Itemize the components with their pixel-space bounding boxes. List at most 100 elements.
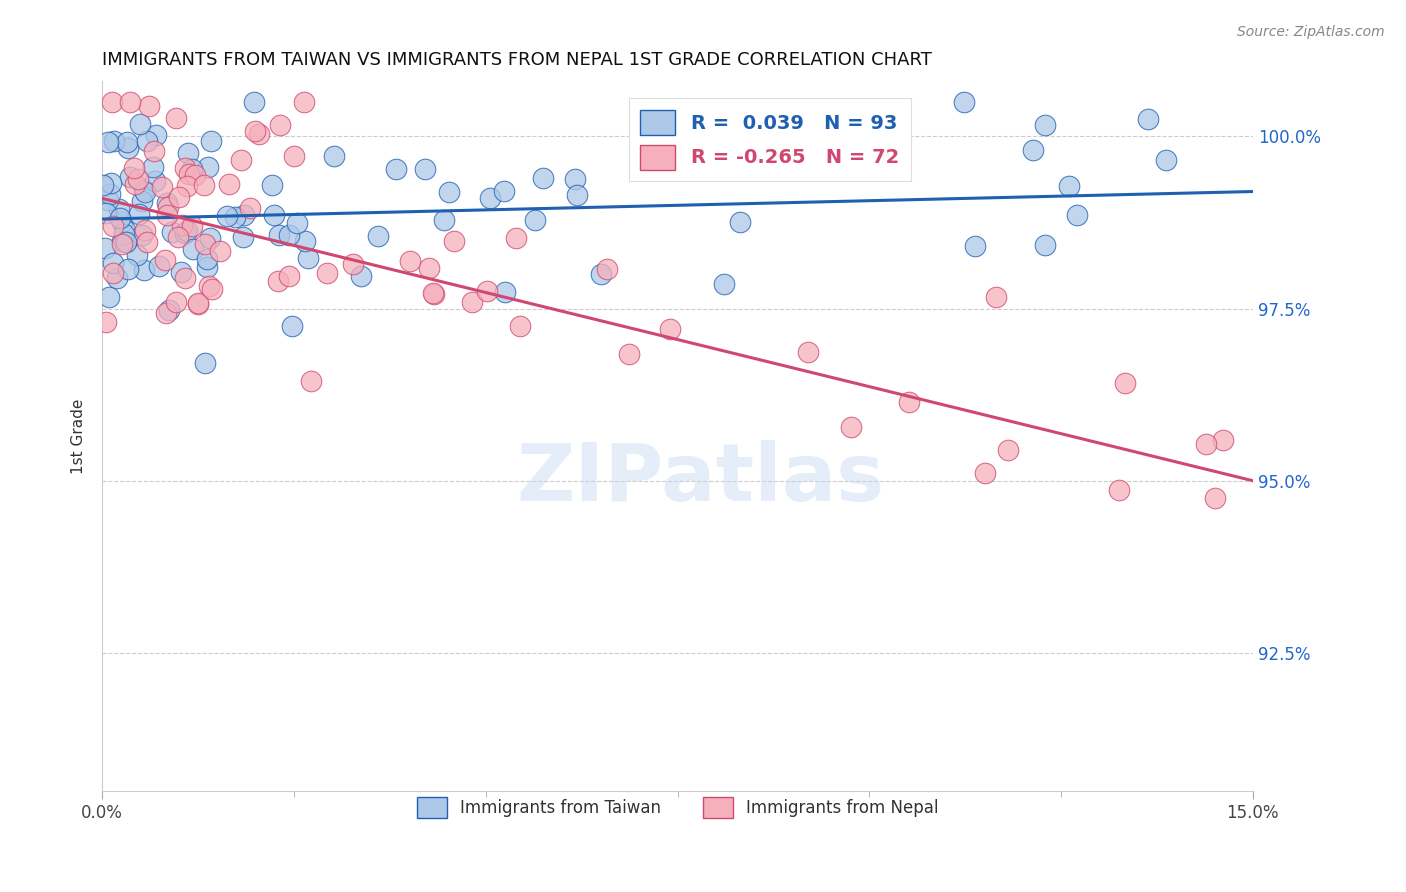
Point — [176, 178, 198, 193]
Point — [118, 95, 141, 109]
Point — [198, 231, 221, 245]
Point — [224, 210, 246, 224]
Point — [589, 268, 612, 282]
Point — [796, 345, 818, 359]
Point — [181, 242, 204, 256]
Point — [1022, 143, 1045, 157]
Point — [749, 138, 772, 153]
Point — [127, 171, 149, 186]
Point — [1066, 208, 1088, 222]
Point — [167, 189, 190, 203]
Legend: Immigrants from Taiwan, Immigrants from Nepal: Immigrants from Taiwan, Immigrants from … — [411, 790, 945, 825]
Point — [322, 149, 344, 163]
Point — [117, 135, 139, 149]
Point — [129, 117, 152, 131]
Point — [505, 231, 527, 245]
Point — [277, 227, 299, 242]
Point — [494, 184, 516, 198]
Point — [162, 225, 184, 239]
Point — [194, 356, 217, 370]
Point — [122, 161, 145, 176]
Point — [179, 167, 201, 181]
Point — [531, 170, 554, 185]
Point — [564, 171, 586, 186]
Point — [299, 374, 322, 388]
Point — [114, 235, 136, 249]
Point — [963, 239, 986, 253]
Point — [187, 296, 209, 310]
Point — [132, 263, 155, 277]
Point — [94, 315, 117, 329]
Point — [208, 244, 231, 258]
Point — [898, 394, 921, 409]
Point — [997, 443, 1019, 458]
Point — [1212, 433, 1234, 447]
Point — [1059, 179, 1081, 194]
Point — [117, 261, 139, 276]
Point — [165, 112, 187, 126]
Point — [263, 208, 285, 222]
Point — [96, 135, 118, 149]
Point — [111, 234, 134, 248]
Text: Source: ZipAtlas.com: Source: ZipAtlas.com — [1237, 25, 1385, 39]
Point — [384, 162, 406, 177]
Point — [217, 209, 239, 223]
Point — [269, 118, 291, 132]
Text: IMMIGRANTS FROM TAIWAN VS IMMIGRANTS FROM NEPAL 1ST GRADE CORRELATION CHART: IMMIGRANTS FROM TAIWAN VS IMMIGRANTS FRO… — [103, 51, 932, 69]
Point — [157, 200, 180, 214]
Point — [509, 318, 531, 333]
Point — [138, 99, 160, 113]
Point — [232, 208, 254, 222]
Point — [145, 128, 167, 143]
Point — [596, 261, 619, 276]
Point — [114, 235, 136, 249]
Point — [101, 256, 124, 270]
Point — [98, 186, 121, 201]
Point — [134, 185, 156, 199]
Point — [100, 95, 122, 109]
Point — [170, 265, 193, 279]
Point — [1035, 118, 1057, 132]
Point — [617, 347, 640, 361]
Point — [174, 226, 197, 240]
Point — [247, 127, 270, 141]
Point — [193, 237, 215, 252]
Point — [433, 213, 456, 227]
Point — [1136, 112, 1159, 126]
Point — [443, 234, 465, 248]
Point — [523, 213, 546, 227]
Point — [243, 123, 266, 137]
Point — [124, 177, 146, 191]
Point — [101, 266, 124, 280]
Point — [157, 302, 180, 317]
Point — [1033, 238, 1056, 252]
Point — [112, 227, 135, 242]
Point — [283, 149, 305, 163]
Point — [136, 134, 159, 148]
Point — [150, 180, 173, 194]
Point — [974, 467, 997, 481]
Point — [148, 259, 170, 273]
Point — [184, 168, 207, 182]
Point — [1195, 437, 1218, 451]
Point — [125, 247, 148, 261]
Point — [177, 146, 200, 161]
Point — [165, 294, 187, 309]
Point — [135, 235, 157, 249]
Point — [728, 215, 751, 229]
Point — [281, 318, 304, 333]
Point — [91, 178, 114, 192]
Point — [461, 295, 484, 310]
Point — [156, 196, 179, 211]
Point — [195, 260, 218, 275]
Point — [262, 178, 284, 193]
Point — [200, 134, 222, 148]
Point — [294, 235, 316, 249]
Point — [143, 174, 166, 188]
Point — [953, 95, 976, 109]
Point — [350, 269, 373, 284]
Point — [1204, 491, 1226, 506]
Point — [108, 211, 131, 226]
Point — [128, 207, 150, 221]
Point — [494, 285, 516, 299]
